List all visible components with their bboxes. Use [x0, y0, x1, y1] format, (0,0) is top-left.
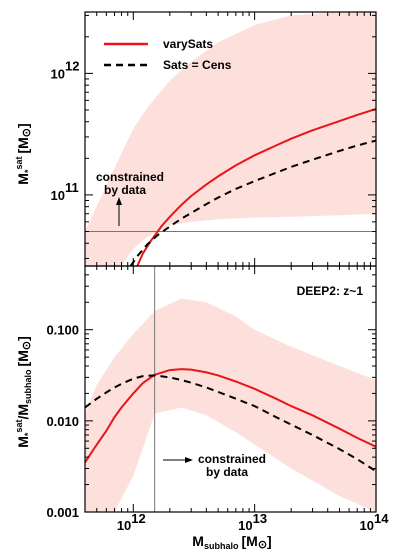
- y-tick-label-exponent: 12: [65, 58, 79, 73]
- bottom-plot-frame: [84, 265, 377, 513]
- legend-label-sats-cens: Sats = Cens: [163, 58, 232, 72]
- top-series-sats-cens: [129, 139, 376, 266]
- bottom-annotation-line2: by data: [206, 465, 248, 479]
- top-annotation-line2: by data: [104, 183, 146, 197]
- bottom-annotation-line1: constrained: [198, 452, 266, 466]
- x-tick-label: 10: [360, 518, 374, 533]
- x-tick-label: 10: [117, 518, 131, 533]
- top-legend: varySats Sats = Cens: [104, 37, 232, 72]
- x-tick-label: 10: [238, 518, 252, 533]
- bottom-y-axis-title: M*sat/Msubhalo[M⊙]: [14, 336, 33, 448]
- y-tick-label: 10: [51, 66, 65, 81]
- top-annotation-line1: constrained: [96, 170, 164, 184]
- y-tick-label-exponent: 11: [65, 180, 79, 195]
- y-tick-label: 10: [51, 188, 65, 203]
- bottom-uncertainty-band: [85, 298, 376, 512]
- bottom-series-sats-cens: [85, 374, 376, 473]
- x-tick-label-exponent: 13: [253, 511, 267, 526]
- x-axis-title: Msubhalo [M⊙]: [192, 533, 271, 551]
- x-tick-label-exponent: 14: [374, 511, 389, 526]
- top-series-varysats: [136, 107, 376, 266]
- y-tick-label: 0.100: [46, 323, 79, 338]
- bottom-series-varysats: [85, 368, 376, 463]
- legend-label-varysats: varySats: [163, 37, 213, 51]
- panel-label-deep2: DEEP2: z~1: [297, 284, 364, 298]
- y-tick-label: 0.010: [46, 414, 79, 429]
- top-annotation: constrained by data: [96, 170, 164, 226]
- bottom-annotation-arrowhead: [185, 457, 193, 463]
- top-y-axis-title: M*sat[M⊙]: [14, 123, 33, 184]
- x-tick-label-exponent: 12: [131, 511, 145, 526]
- y-tick-label: 0.001: [46, 505, 79, 520]
- top-uncertainty-band: [85, 12, 376, 266]
- top-annotation-arrowhead: [116, 197, 122, 205]
- bottom-annotation: constrained by data: [163, 452, 266, 479]
